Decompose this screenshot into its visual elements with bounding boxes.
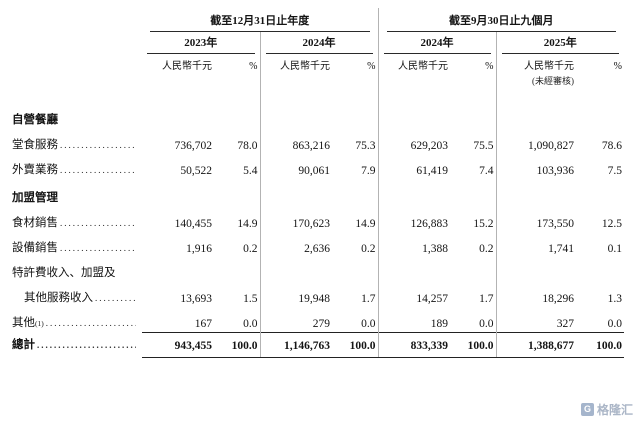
table-row-takeaway: 外賣業務 50,522 5.4 90,061 7.9 61,419 7.4 10… [12,154,624,179]
section-label: 自營餐廳 [12,114,58,126]
percent-label: % [367,61,376,72]
row-label: 食材銷售 [12,217,58,229]
row-label: 設備銷售 [12,242,58,254]
year-header-2025: 2025年 [495,32,624,54]
unit-label: 人民幣千元 [495,54,576,74]
period-header-annual: 截至12月31日止年度 [142,8,378,32]
dot-leader [95,293,136,303]
gelonghui-watermark: G 格隆汇 [580,401,633,418]
row-label: 外賣業務 [12,164,58,176]
dot-leader [60,218,136,228]
table-row-ingredient-sales: 食材銷售 140,455 14.9 170,623 14.9 126,883 1… [12,207,624,232]
revenue-breakdown-table: 截至12月31日止年度 截至9月30日止九個月 2023年 2024年 2024… [12,8,624,358]
table-row-total: 總計 943,455 100.0 1,146,763 100.0 833,339… [12,331,624,358]
unit-label: 人民幣千元 [259,54,332,74]
unit-label: 人民幣千元 [162,61,212,72]
row-label: 總計 [12,339,35,351]
table-row-other-service-income: 其他服務收入 13,693 1.5 19,948 1.7 14,257 1.7 … [12,282,624,307]
period-header-nine-months: 截至9月30日止九個月 [377,8,624,32]
year-header-2024-nine-months: 2024年 [377,32,496,54]
row-label: 堂食服務 [12,139,58,151]
year-header-row: 2023年 2024年 2024年 2025年 [12,32,624,54]
section-label: 加盟管理 [12,192,58,204]
dot-leader [37,340,136,350]
percent-label: % [249,61,258,72]
unit-header-row: 人民幣千元 % 人民幣千元 % 人民幣千元 % 人民幣千元 % [12,54,624,74]
section-row-self-operated: 自營餐廳 [12,87,624,129]
row-label: 其他服務收入 [24,292,93,304]
dot-leader [60,165,136,175]
unit-label: 人民幣千元 [377,54,450,74]
year-header-2023: 2023年 [142,32,260,54]
period-group-row: 截至12月31日止年度 截至9月30日止九個月 [12,8,624,32]
table-row-equipment-sales: 設備銷售 1,916 0.2 2,636 0.2 1,388 0.2 1,741… [12,232,624,257]
year-header-2024: 2024年 [259,32,378,54]
row-label: 其他 [12,317,35,329]
percent-label: % [613,61,622,72]
row-label: 特許費收入、加盟及 [12,267,116,279]
dot-leader [60,140,136,150]
percent-label: % [485,61,494,72]
dot-leader [60,243,136,253]
unaudited-note: (未經審核) [495,74,576,87]
section-row-franchise-management: 加盟管理 [12,179,624,207]
table-row-others: 其他(1) 167 0.0 279 0.0 189 0.0 327 0.0 [12,307,624,332]
dot-leader [46,318,136,328]
unaudited-note-row: (未經審核) [12,74,624,87]
gelonghui-watermark-text: 格隆汇 [596,403,633,417]
table-row-dine-in: 堂食服務 736,702 78.0 863,216 75.3 629,203 7… [12,129,624,154]
gelonghui-logo-icon: G [580,403,594,416]
table-row-franchise-fee-line1: 特許費收入、加盟及 [12,257,624,282]
